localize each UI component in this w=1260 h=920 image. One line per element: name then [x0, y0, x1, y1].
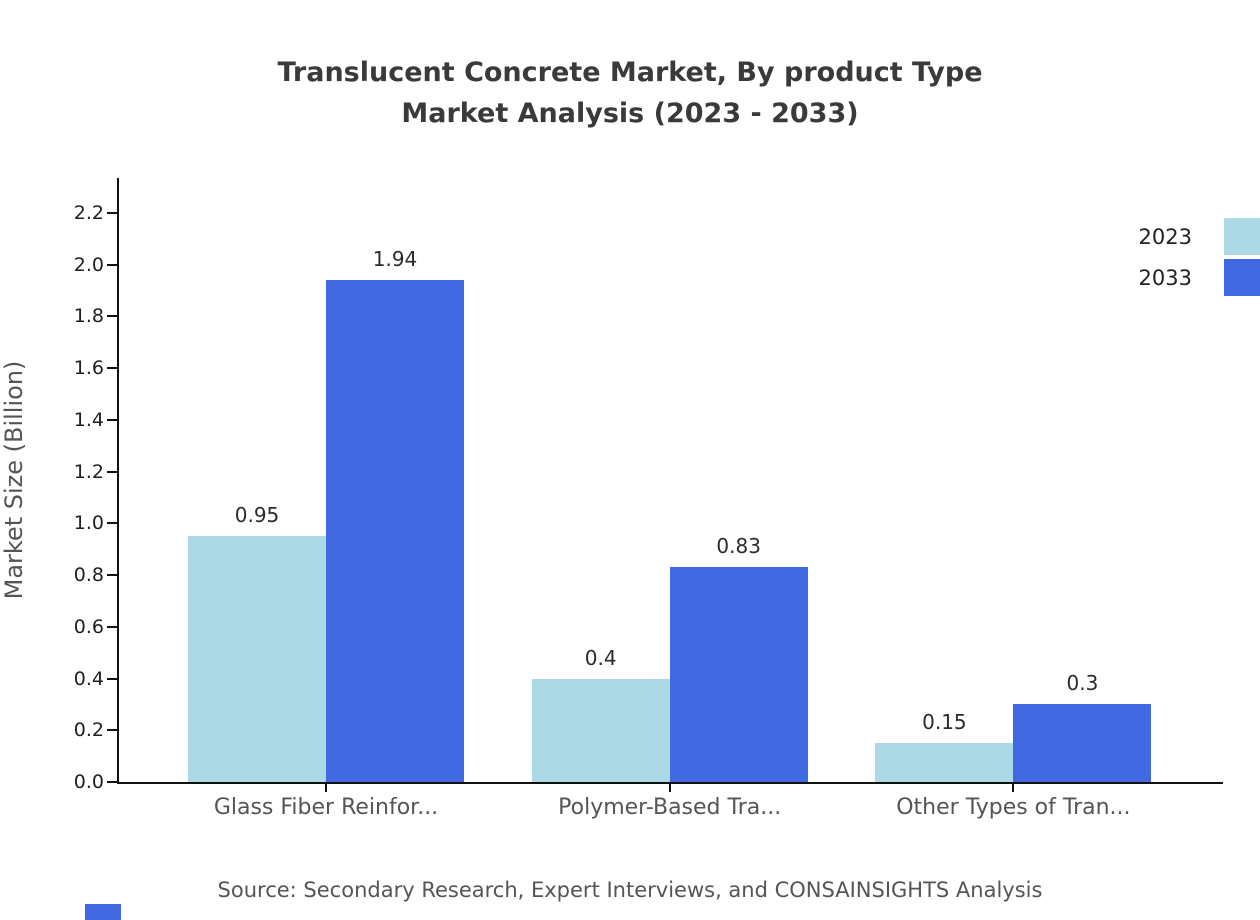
legend-item-2023: 2023 [1139, 218, 1260, 255]
y-tick-mark [107, 677, 117, 680]
bar-value-label: 0.4 [584, 645, 617, 670]
legend-swatch-2033 [1224, 259, 1260, 296]
bar-value-label: 0.15 [922, 710, 967, 735]
y-tick-mark [107, 212, 117, 214]
y-tick-label: 0.4 [73, 667, 104, 690]
source-note: Source: Secondary Research, Expert Inter… [217, 878, 1043, 902]
y-tick-mark [107, 729, 117, 732]
chart-title: Translucent Concrete Market, By product … [0, 52, 1260, 134]
x-tick-mark [1012, 784, 1015, 792]
y-tick-mark [107, 625, 117, 628]
x-category-label: Polymer-Based Tra... [558, 795, 782, 820]
legend-label-2023: 2023 [1138, 224, 1192, 249]
y-tick-label: 1.2 [73, 460, 104, 483]
y-tick-label: 0.2 [73, 719, 104, 742]
x-tick-mark [325, 784, 327, 792]
y-tick-mark [107, 574, 117, 577]
y-tick-mark [107, 263, 117, 266]
bar-2033-category-2 [669, 567, 808, 782]
legend-label-2033: 2033 [1138, 265, 1192, 290]
legend-swatch-2023 [1224, 218, 1260, 255]
chart-title-line1: Translucent Concrete Market, By product … [277, 57, 983, 88]
y-axis-label: Market Size (Billion) [0, 360, 28, 600]
bar-value-label: 1.94 [372, 247, 418, 272]
y-tick-mark [107, 367, 117, 370]
x-category-label: Glass Fiber Reinfor... [213, 795, 439, 820]
bar-2023-category-2 [531, 678, 670, 782]
bar-2033-category-3 [1013, 704, 1152, 782]
y-tick-label: 0.0 [73, 771, 104, 793]
y-tick-mark [107, 522, 117, 525]
y-tick-mark [107, 418, 117, 421]
y-tick-label: 0.6 [73, 615, 104, 638]
x-axis-line [117, 782, 1223, 784]
y-tick-mark [107, 470, 117, 473]
y-tick-label: 1.6 [73, 357, 104, 380]
y-tick-label: 1.8 [73, 305, 104, 328]
corner-logo-mark [85, 904, 121, 920]
bar-value-label: 0.83 [716, 534, 761, 559]
bar-2033-category-1 [326, 280, 464, 782]
chart-title-line2: Market Analysis (2023 - 2033) [401, 98, 859, 129]
x-tick-mark [668, 784, 671, 792]
y-tick-label: 1.0 [73, 512, 104, 535]
legend-item-2033: 2033 [1139, 259, 1260, 296]
y-tick-label: 1.4 [73, 408, 104, 431]
bar-2023-category-3 [875, 743, 1014, 782]
y-tick-mark [107, 315, 117, 318]
y-tick-mark [107, 781, 117, 783]
legend: 2023 2033 [1139, 218, 1260, 300]
y-tick-label: 0.8 [73, 564, 104, 587]
bar-2023-category-1 [188, 536, 326, 782]
y-tick-label: 2.2 [73, 202, 104, 224]
x-category-label: Other Types of Tran... [896, 795, 1131, 820]
bar-value-label: 0.3 [1066, 671, 1099, 696]
bar-value-label: 0.95 [234, 503, 280, 528]
y-tick-label: 2.0 [73, 253, 104, 276]
y-axis-line [117, 178, 119, 784]
